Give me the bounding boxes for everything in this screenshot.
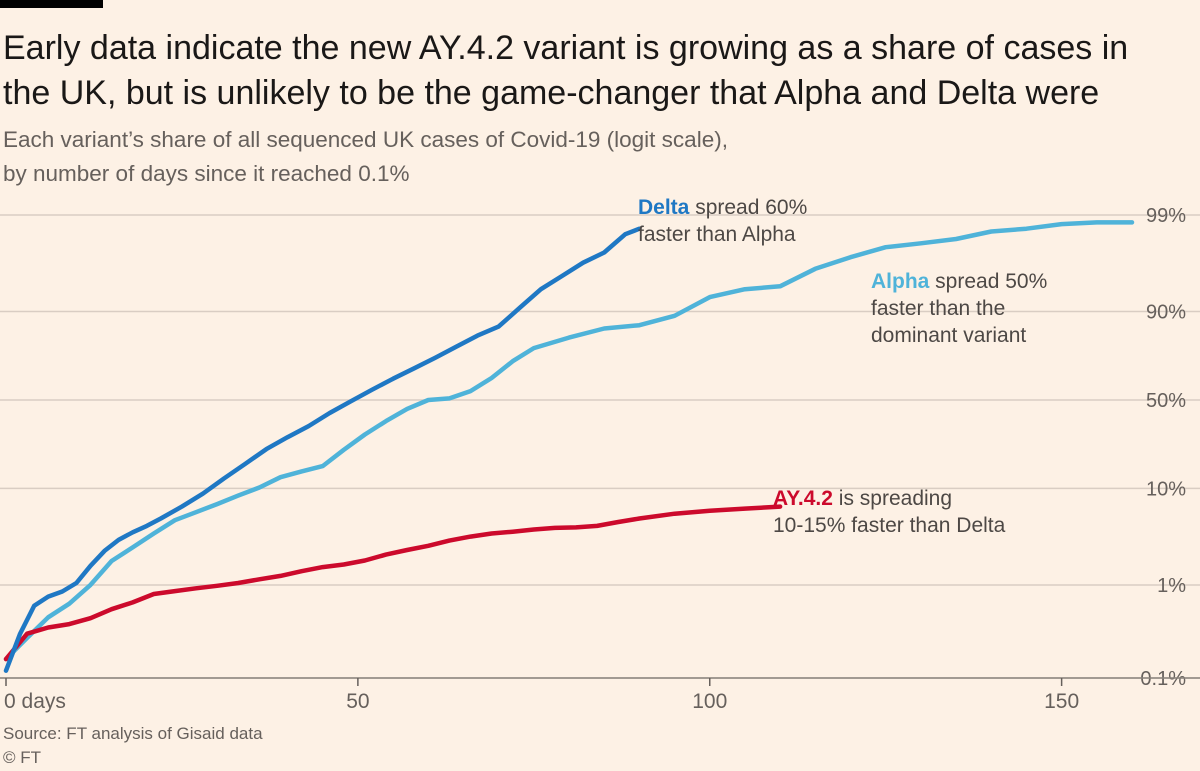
chart-subtitle: Each variant’s share of all sequenced UK… (3, 123, 903, 191)
delta-annotation-name: Delta (638, 196, 690, 219)
y-tick-label: 0.1% (1140, 668, 1186, 690)
copyright-note: © FT (3, 748, 42, 767)
ay42-annotation-rest: is spreading (833, 487, 952, 510)
alpha-annotation-name: Alpha (871, 270, 930, 293)
y-tick-label: 99% (1146, 205, 1186, 227)
subtitle-line-1: Each variant’s share of all sequenced UK… (3, 127, 728, 152)
source-note: Source: FT analysis of Gisaid data (3, 724, 263, 743)
y-tick-label: 10% (1146, 478, 1186, 500)
x-tick-label: 150 (1044, 690, 1079, 713)
title-line-2: the UK, but is unlikely to be the game-c… (3, 74, 1100, 112)
x-axis: 0 days 50 100 150 (4, 678, 1079, 713)
subtitle-line-2: by number of days since it reached 0.1% (3, 161, 410, 186)
delta-series-line (3, 226, 642, 673)
ft-brand-bar (0, 0, 103, 8)
delta-annotation-line2: faster than Alpha (638, 223, 796, 246)
ay42-series-line (3, 504, 783, 662)
series-lines (3, 220, 1135, 673)
alpha-annotation: Alpha spread 50% faster than the dominan… (871, 270, 1053, 347)
gridlines: 0.1% 1% 10% 50% 90% 99% (0, 205, 1200, 690)
alpha-annotation-line3: dominant variant (871, 324, 1026, 347)
alpha-annotation-rest: spread 50% (929, 270, 1047, 293)
delta-annotation-rest: spread 60% (689, 196, 807, 219)
ay42-annotation: AY.4.2 is spreading 10-15% faster than D… (773, 487, 1006, 537)
ay42-annotation-line2: 10-15% faster than Delta (773, 514, 1006, 537)
x-tick-label: 0 days (4, 690, 66, 713)
x-tick-label: 50 (346, 690, 369, 713)
alpha-annotation-line2: faster than the (871, 297, 1005, 320)
y-tick-label: 1% (1157, 575, 1186, 597)
delta-annotation: Delta spread 60% faster than Alpha (638, 196, 813, 246)
x-tick-label: 100 (692, 690, 727, 713)
y-tick-label: 90% (1146, 302, 1186, 324)
ay42-annotation-name: AY.4.2 (773, 487, 833, 510)
chart-footer: Source: FT analysis of Gisaid data © FT (3, 722, 263, 770)
y-tick-label: 50% (1146, 390, 1186, 412)
title-line-1: Early data indicate the new AY.4.2 varia… (3, 29, 1129, 67)
chart-title: Early data indicate the new AY.4.2 varia… (3, 26, 1193, 116)
